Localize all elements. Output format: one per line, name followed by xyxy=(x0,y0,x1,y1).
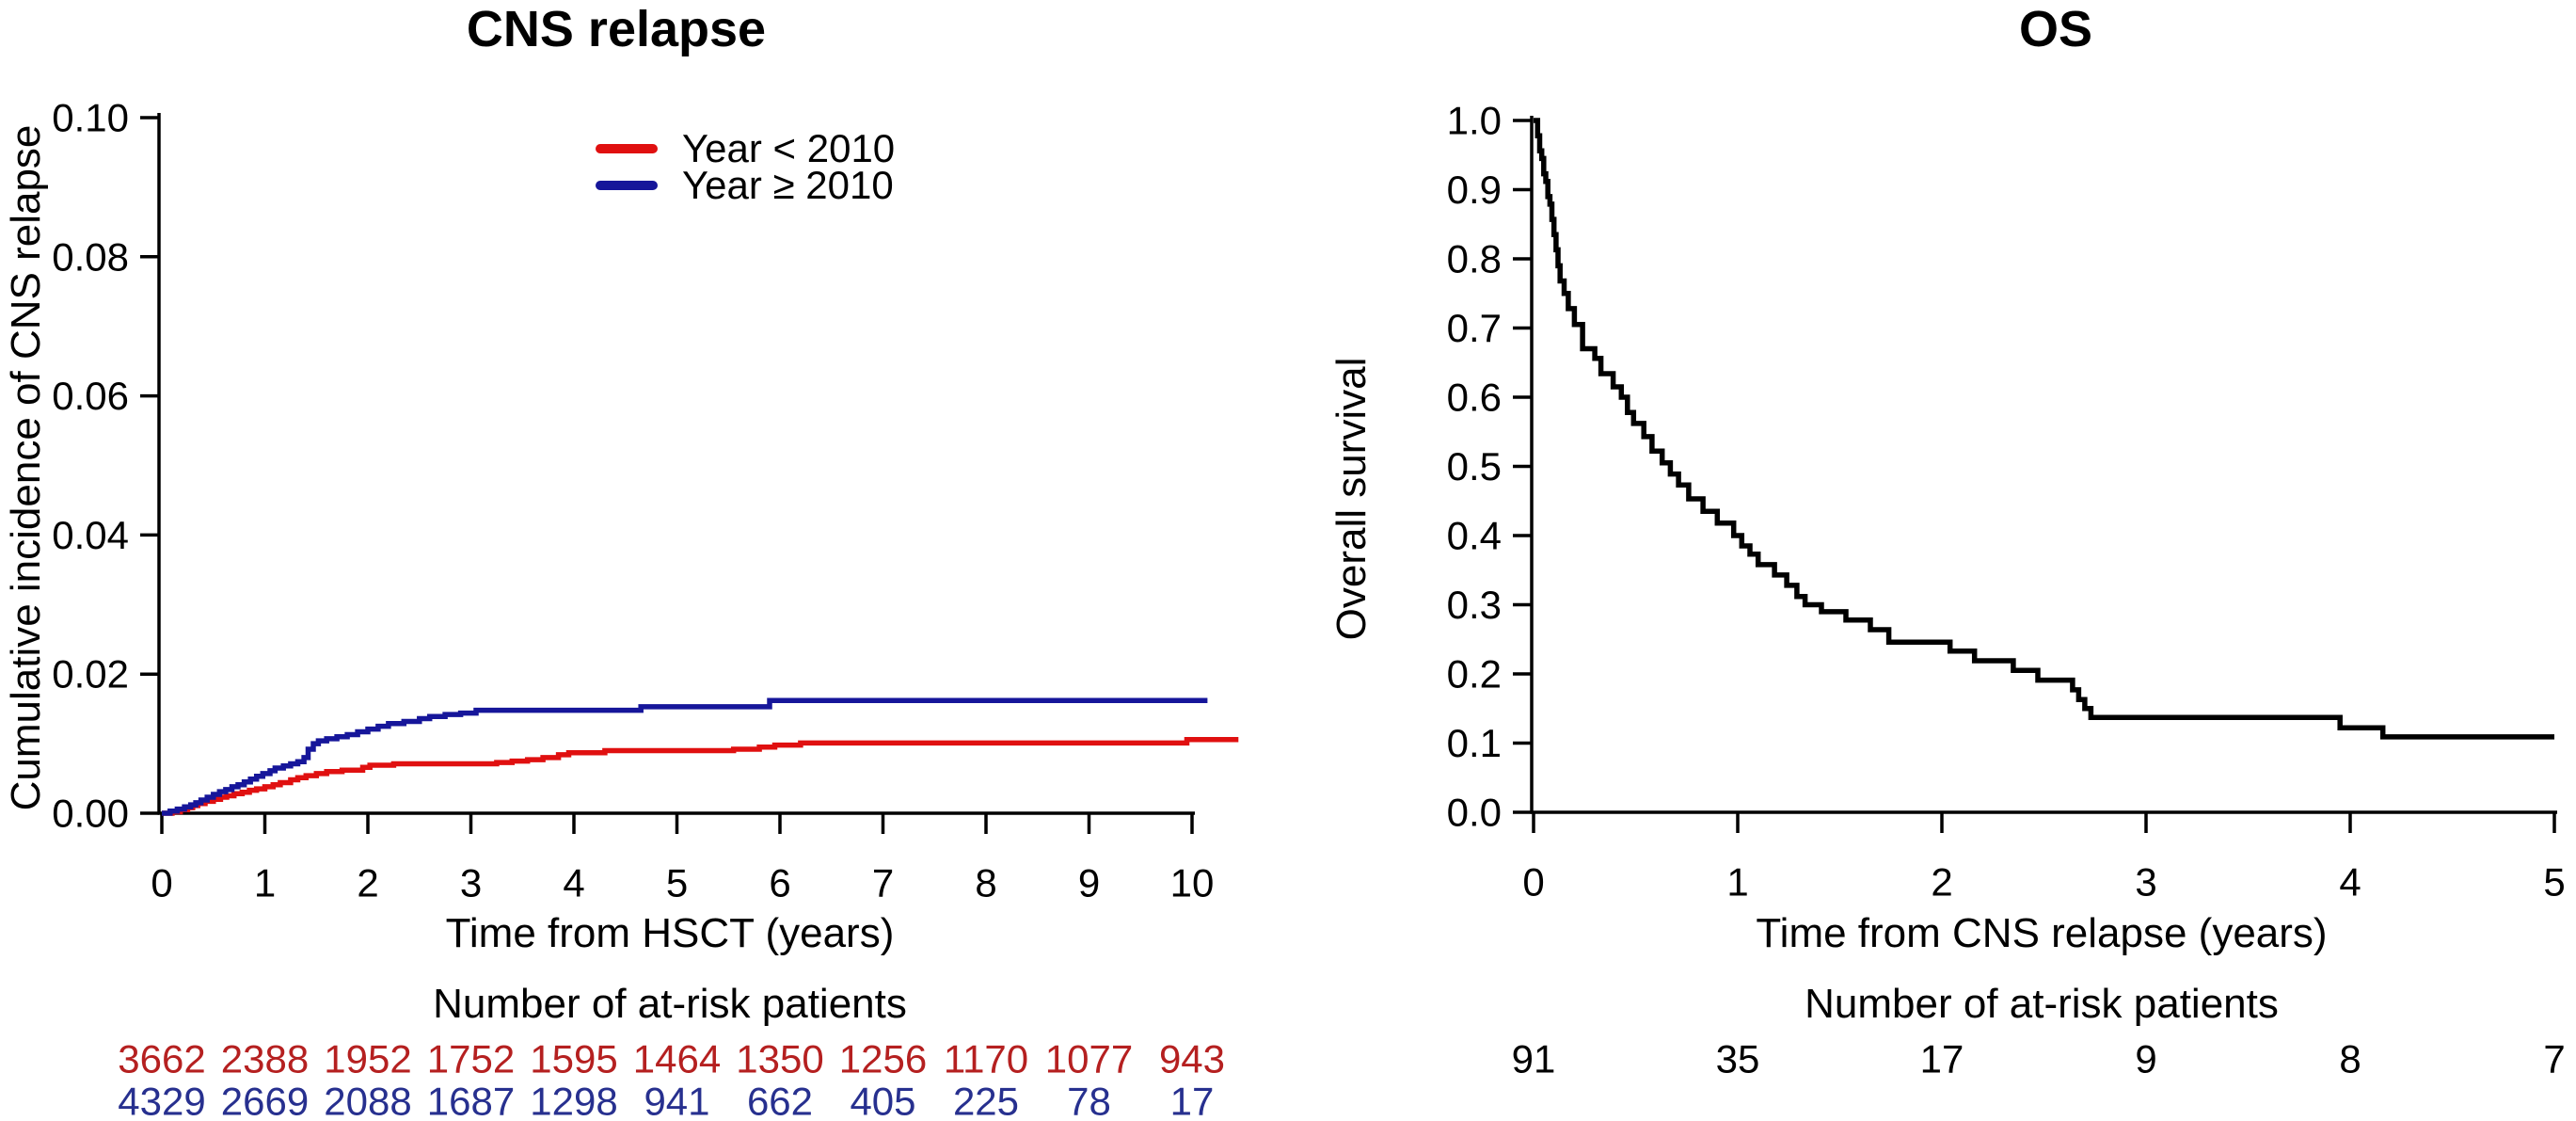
at-risk-count: 225 xyxy=(953,1080,1019,1121)
y-tick-label: 0.8 xyxy=(1447,237,1502,281)
at-risk-count: 1077 xyxy=(1045,1037,1133,1081)
x-axis-label-left: Time from HSCT (years) xyxy=(445,910,895,956)
x-axis-label-right: Time from CNS relapse (years) xyxy=(1756,910,2328,956)
at-risk-count: 2669 xyxy=(221,1080,309,1121)
at-risk-header-left: Number of at-risk patients xyxy=(433,981,907,1027)
x-tick-label: 8 xyxy=(975,860,996,905)
legend: Year < 2010 Year ≥ 2010 xyxy=(596,125,896,207)
at-risk-count: 3662 xyxy=(118,1037,205,1081)
at-risk-count: 1464 xyxy=(633,1037,721,1081)
at-risk-header-right: Number of at-risk patients xyxy=(1805,981,2279,1027)
legend-line-red-icon xyxy=(596,143,658,153)
at-risk-count: 943 xyxy=(1159,1037,1225,1081)
y-tick-label: 0.1 xyxy=(1447,721,1502,765)
at-risk-count: 941 xyxy=(644,1080,709,1121)
x-tick-label: 10 xyxy=(1170,860,1215,905)
x-tick-label: 0 xyxy=(151,860,172,905)
y-tick-label: 0.9 xyxy=(1447,168,1502,212)
legend-label: Year ≥ 2010 xyxy=(682,162,894,207)
y-tick-label: 0.04 xyxy=(52,513,129,557)
x-tick-label: 2 xyxy=(1931,859,1952,904)
x-tick-label: 3 xyxy=(2135,859,2156,904)
km-curve-year-2010 xyxy=(162,736,1239,816)
km-curve-year-2010 xyxy=(162,697,1208,816)
legend-item-year-lt-2010: Year < 2010 xyxy=(596,125,896,170)
at-risk-count: 35 xyxy=(1716,1037,1760,1081)
at-risk-count: 78 xyxy=(1067,1080,1111,1121)
at-risk-count: 17 xyxy=(1170,1080,1215,1121)
at-risk-count: 2088 xyxy=(324,1080,411,1121)
y-tick-label: 0.08 xyxy=(52,234,129,279)
at-risk-count: 8 xyxy=(2339,1037,2361,1081)
at-risk-count: 1170 xyxy=(944,1037,1028,1081)
y-axis-label-right: Overall survival xyxy=(1328,357,1375,641)
panel-title-os: OS xyxy=(2018,1,2093,57)
y-tick-label: 0.06 xyxy=(52,374,129,418)
y-tick-label: 0.7 xyxy=(1447,306,1502,350)
x-tick-label: 2 xyxy=(357,860,378,905)
x-tick-label: 1 xyxy=(1726,859,1748,904)
legend-item-year-ge-2010: Year ≥ 2010 xyxy=(596,162,895,207)
y-tick-label: 0.10 xyxy=(52,96,129,140)
x-tick-label: 7 xyxy=(872,860,894,905)
x-tick-label: 5 xyxy=(666,860,688,905)
panel-title-cns-relapse: CNS relapse xyxy=(466,1,767,57)
x-tick-label: 4 xyxy=(2339,859,2361,904)
at-risk-count: 662 xyxy=(747,1080,813,1121)
at-risk-count: 1350 xyxy=(736,1037,823,1081)
y-tick-label: 0.3 xyxy=(1447,583,1502,627)
at-risk-count: 2388 xyxy=(221,1037,309,1081)
at-risk-count: 1752 xyxy=(427,1037,515,1081)
y-tick-label: 0.2 xyxy=(1447,652,1502,697)
km-curve-overall-survival xyxy=(1534,118,2554,740)
x-tick-label: 9 xyxy=(1078,860,1100,905)
legend-label: Year < 2010 xyxy=(682,125,896,170)
at-risk-count: 1687 xyxy=(427,1080,515,1121)
y-tick-label: 0.5 xyxy=(1447,444,1502,488)
x-tick-label: 6 xyxy=(769,860,790,905)
at-risk-count: 1256 xyxy=(839,1037,927,1081)
at-risk-count: 7 xyxy=(2543,1037,2565,1081)
at-risk-count: 405 xyxy=(850,1080,915,1121)
x-tick-label: 3 xyxy=(460,860,482,905)
at-risk-count: 1298 xyxy=(530,1080,617,1121)
y-tick-label: 1.0 xyxy=(1447,99,1502,143)
x-tick-label: 4 xyxy=(563,860,584,905)
y-tick-label: 0.4 xyxy=(1447,514,1502,558)
x-tick-label: 5 xyxy=(2543,859,2565,904)
y-tick-label: 0.6 xyxy=(1447,376,1502,420)
x-tick-label: 0 xyxy=(1522,859,1544,904)
at-risk-count: 17 xyxy=(1920,1037,1964,1081)
y-tick-label: 0.0 xyxy=(1447,791,1502,835)
at-risk-count: 1595 xyxy=(530,1037,617,1081)
y-tick-label: 0.02 xyxy=(52,652,129,697)
x-tick-label: 1 xyxy=(254,860,276,905)
at-risk-count: 4329 xyxy=(118,1080,205,1121)
at-risk-count: 9 xyxy=(2135,1037,2156,1081)
legend-line-blue-icon xyxy=(596,180,658,190)
y-axis-label-left: Cumulative incidence of CNS relapse xyxy=(3,124,49,811)
y-tick-label: 0.00 xyxy=(52,792,129,836)
at-risk-count: 1952 xyxy=(324,1037,411,1081)
at-risk-count: 91 xyxy=(1512,1037,1556,1081)
